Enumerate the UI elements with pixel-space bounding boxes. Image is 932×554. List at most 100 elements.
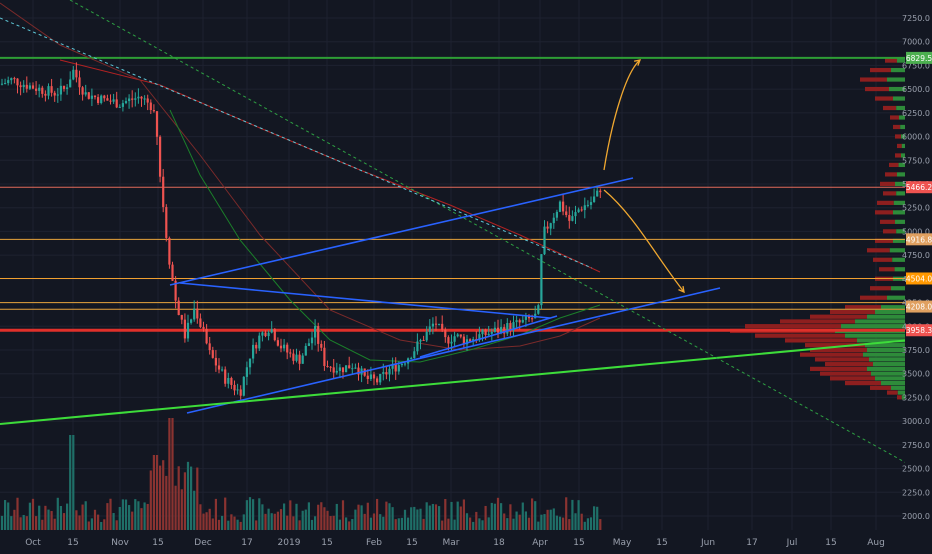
candle-body-51 bbox=[159, 136, 162, 177]
volume-bar-128 bbox=[397, 518, 400, 530]
vp-sell-37 bbox=[815, 357, 869, 362]
candle-body-162 bbox=[503, 327, 506, 334]
candle-body-13 bbox=[41, 87, 44, 94]
volume-bar-6 bbox=[19, 517, 22, 530]
vp-buy-5 bbox=[896, 105, 905, 111]
candle-body-28 bbox=[87, 92, 90, 99]
volume-bar-64 bbox=[199, 504, 202, 530]
price-tag-bg-2 bbox=[906, 233, 932, 246]
volume-bar-80 bbox=[248, 497, 252, 530]
candle-body-50 bbox=[155, 111, 159, 137]
volume-bar-0 bbox=[0, 515, 4, 530]
volume-bar-56 bbox=[174, 485, 177, 530]
volume-bar-75 bbox=[233, 516, 236, 530]
volume-bar-52 bbox=[162, 460, 165, 530]
vp-buy-33 bbox=[857, 338, 905, 343]
volume-bar-13 bbox=[41, 519, 44, 530]
candle-body-45 bbox=[140, 96, 143, 99]
vp-buy-35 bbox=[867, 347, 905, 352]
volume-bar-3 bbox=[10, 516, 13, 530]
candle-body-188 bbox=[583, 205, 586, 211]
volume-bar-178 bbox=[552, 508, 555, 530]
vp-buy-32 bbox=[845, 333, 905, 338]
volume-bar-99 bbox=[307, 502, 310, 530]
volume-bar-165 bbox=[512, 518, 515, 530]
volume-bar-41 bbox=[128, 505, 131, 530]
volume-bar-61 bbox=[190, 466, 193, 530]
candle-body-104 bbox=[323, 347, 326, 366]
candle-body-53 bbox=[165, 207, 168, 238]
vp-buy-11 bbox=[898, 162, 905, 168]
vp-buy-6 bbox=[899, 115, 905, 120]
volume-bar-70 bbox=[217, 519, 221, 530]
candle-body-136 bbox=[422, 339, 425, 341]
price-tag-label-2: 4916.8 bbox=[906, 235, 932, 244]
candle-body-164 bbox=[509, 323, 512, 331]
volume-bar-76 bbox=[236, 519, 239, 530]
volume-bar-88 bbox=[273, 513, 276, 530]
volume-bar-39 bbox=[121, 499, 124, 530]
y-tick-label-3: 6500.0 bbox=[902, 85, 930, 94]
vp-sell-15 bbox=[877, 200, 894, 205]
candle-body-125 bbox=[388, 368, 391, 375]
volume-bar-166 bbox=[515, 511, 518, 530]
candle-body-42 bbox=[131, 98, 134, 100]
candle-body-144 bbox=[447, 337, 450, 344]
candle-body-5 bbox=[16, 78, 19, 86]
x-tick-label-15: 15 bbox=[656, 538, 667, 548]
y-tick-label-18: 2750.0 bbox=[902, 441, 930, 450]
diagonal-cyan bbox=[0, 17, 593, 269]
candle-body-75 bbox=[233, 384, 236, 391]
volume-bar-111 bbox=[345, 517, 348, 530]
candle-body-145 bbox=[450, 341, 453, 344]
volume-bar-110 bbox=[341, 500, 345, 530]
volume-bar-33 bbox=[103, 519, 106, 530]
candle-body-157 bbox=[487, 333, 490, 335]
x-tick-label-13: 15 bbox=[573, 538, 584, 548]
candle-body-141 bbox=[438, 323, 441, 325]
vp-buy-36 bbox=[863, 352, 905, 357]
volume-bar-124 bbox=[385, 501, 388, 530]
vp-buy-15 bbox=[893, 200, 905, 205]
candle-body-133 bbox=[413, 351, 416, 359]
volume-bar-163 bbox=[506, 518, 509, 530]
vp-sell-4 bbox=[875, 96, 893, 101]
trendlines bbox=[0, 0, 932, 466]
candle-body-83 bbox=[258, 335, 261, 349]
volume-bar-30 bbox=[93, 509, 97, 530]
volume-bar-22 bbox=[69, 435, 72, 530]
y-tick-label-20: 2250.0 bbox=[902, 488, 930, 497]
vp-sell-17 bbox=[880, 219, 895, 224]
volume-bar-77 bbox=[239, 521, 242, 530]
candle-body-1 bbox=[4, 83, 7, 85]
volume-bar-54 bbox=[168, 418, 171, 530]
volume-bar-19 bbox=[59, 505, 62, 530]
candle-body-186 bbox=[577, 209, 580, 213]
candle-body-115 bbox=[357, 367, 360, 375]
candle-body-91 bbox=[283, 344, 286, 349]
candle-body-49 bbox=[152, 110, 155, 112]
vp-sell-39 bbox=[810, 366, 867, 371]
x-tick-label-0: Oct bbox=[25, 538, 41, 548]
volume-bar-139 bbox=[431, 503, 434, 530]
candle-body-120 bbox=[372, 374, 376, 379]
channel-top bbox=[169, 177, 634, 286]
x-tick-label-14: May bbox=[613, 538, 632, 548]
candle-body-12 bbox=[38, 87, 41, 91]
vp-sell-38 bbox=[825, 362, 873, 367]
x-tick-label-16: Jun bbox=[700, 538, 715, 548]
volume-bar-98 bbox=[304, 509, 307, 530]
volume-bar-161 bbox=[500, 503, 503, 530]
vp-buy-7 bbox=[900, 124, 905, 130]
candle-body-106 bbox=[329, 366, 332, 368]
candle-body-155 bbox=[481, 329, 484, 335]
volume-bar-17 bbox=[53, 518, 56, 530]
volume-bar-155 bbox=[481, 520, 484, 530]
candle-body-21 bbox=[66, 87, 69, 89]
x-tick-label-8: Feb bbox=[366, 538, 382, 548]
x-tick-label-11: 18 bbox=[493, 538, 505, 548]
candle-body-184 bbox=[571, 216, 574, 221]
volume-bar-87 bbox=[270, 513, 273, 530]
candle-body-87 bbox=[270, 329, 273, 333]
